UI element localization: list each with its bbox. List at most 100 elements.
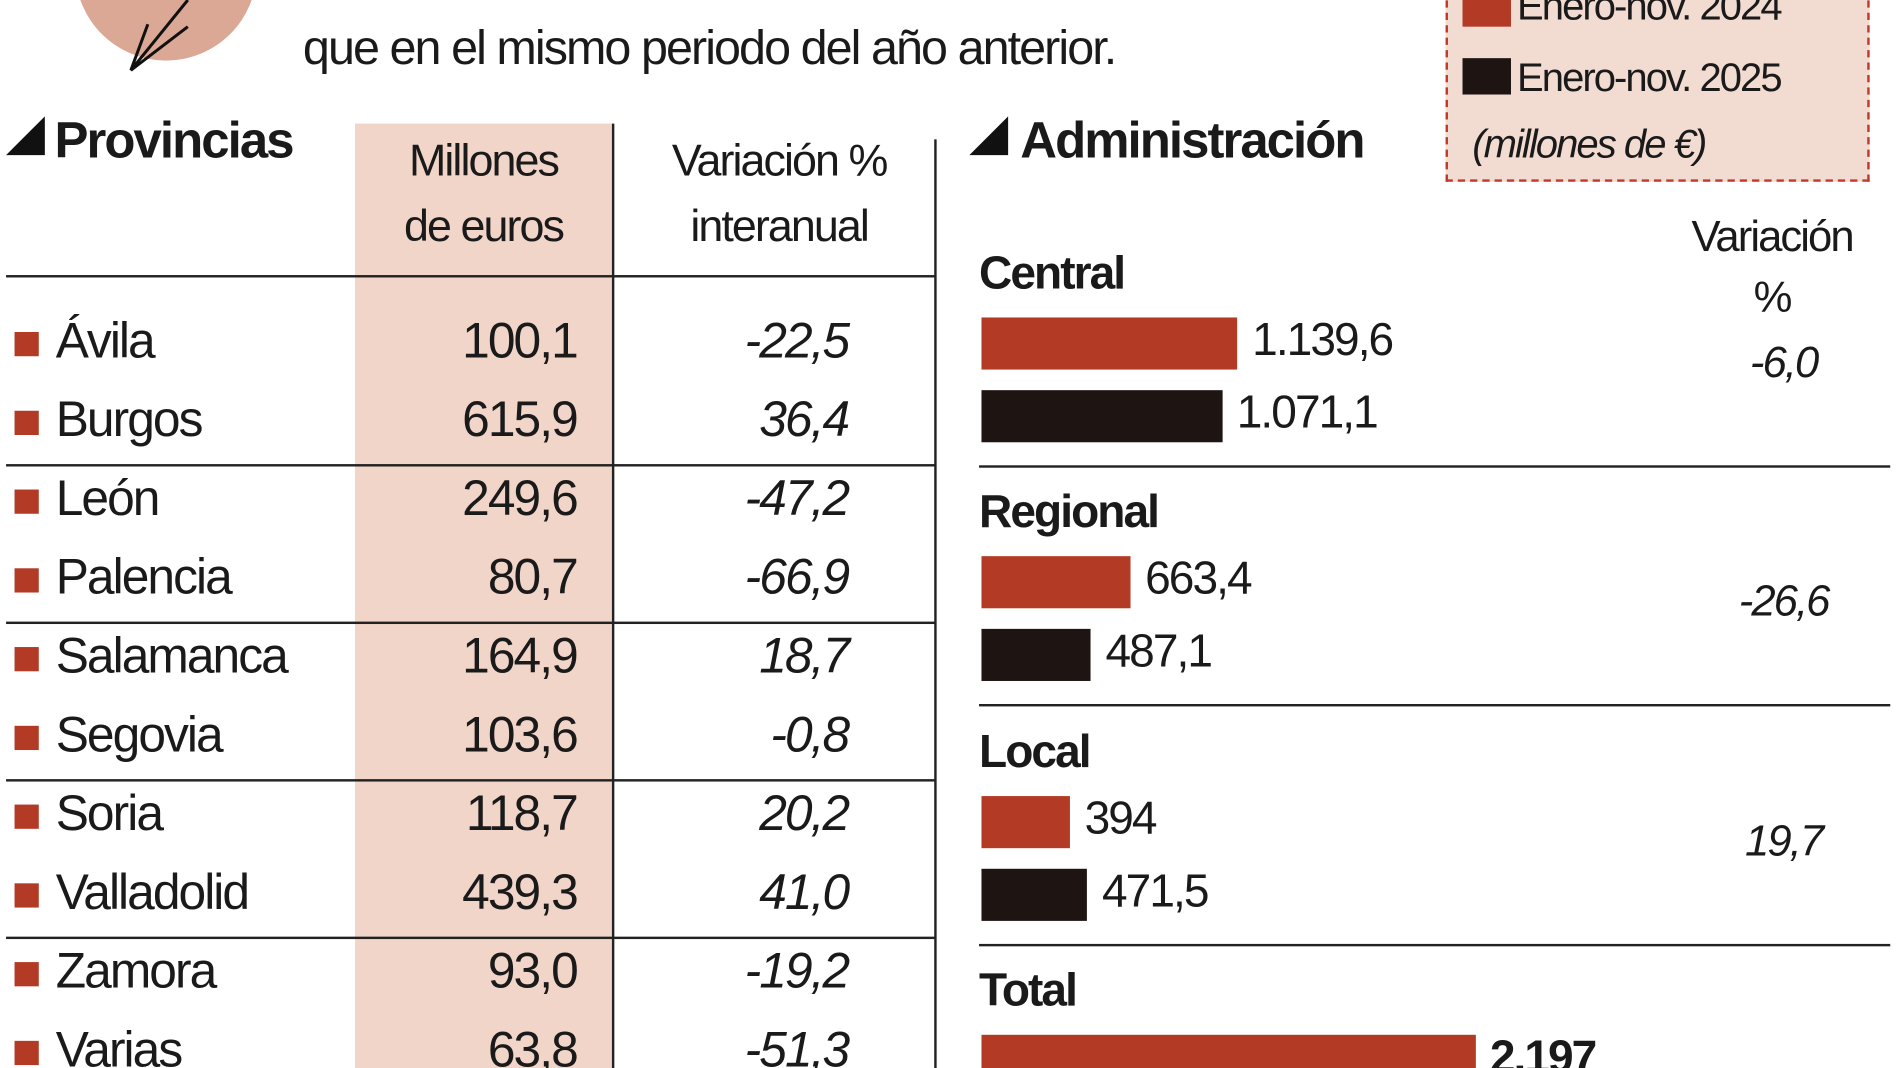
bullet-icon — [14, 1040, 39, 1066]
bar-value-label: 1.139,6 — [1252, 315, 1394, 366]
variacion-value: 18,7 — [759, 627, 850, 684]
category-label: Local — [979, 727, 1092, 778]
legend-swatch-2024 — [1462, 0, 1511, 27]
divider — [611, 123, 615, 1068]
millones-value: 100,1 — [462, 312, 579, 369]
heading-triangle-icon — [969, 116, 1009, 156]
bar-value-label: 471,5 — [1101, 866, 1209, 918]
bar-value-label: 394 — [1084, 793, 1158, 845]
variation-value: 19,7 — [1745, 815, 1824, 866]
variation-header-line: % — [1753, 271, 1793, 322]
heading-triangle-icon — [6, 116, 45, 156]
millones-value: 615,9 — [462, 391, 579, 448]
table-row: Ávila 100,1 -22,5 — [0, 305, 935, 384]
bar-2024 — [981, 796, 1071, 849]
variacion-value: 36,4 — [759, 391, 850, 448]
province-name: Palencia — [55, 548, 233, 605]
provincias-heading: Provincias — [54, 111, 295, 169]
variacion-value: -51,3 — [744, 1021, 850, 1068]
table-row: Varias 63,8 -51,3 — [0, 1014, 935, 1068]
variacion-value: -47,2 — [744, 470, 850, 526]
millones-value: 164,9 — [462, 627, 579, 684]
millones-value: 63,8 — [487, 1021, 579, 1068]
bar-value-label: 1.071,1 — [1236, 387, 1379, 439]
divider — [6, 779, 936, 782]
bullet-icon — [14, 804, 39, 829]
variation-value: -7,6 — [1711, 1066, 1856, 1068]
variacion-value: 20,2 — [759, 785, 850, 841]
col-header-line: Variación % — [671, 135, 889, 186]
table-row: León 249,6 -47,2 — [0, 463, 935, 542]
bullet-icon — [14, 489, 39, 514]
col-header-millones: Millones de euros — [355, 128, 612, 259]
table-row: Soria 118,7 20,2 — [0, 778, 935, 857]
table-row: Segovia 103,6 -0,8 — [0, 699, 935, 778]
variacion-value: -19,2 — [744, 942, 850, 999]
province-name: León — [55, 470, 161, 526]
administracion-heading: Administración — [1020, 111, 1365, 169]
variation-header: Variación % — [1672, 206, 1872, 327]
millones-value: 80,7 — [487, 548, 579, 605]
variation-value: -6,0 — [1749, 336, 1819, 387]
table-row: Palencia 80,7 -66,9 — [0, 542, 935, 621]
millones-value: 103,6 — [462, 706, 579, 763]
divider — [934, 139, 937, 1068]
millones-value: 118,7 — [465, 785, 579, 841]
millones-value: 93,0 — [487, 942, 579, 999]
col-header-line: interanual — [690, 201, 869, 251]
bar-2024 — [981, 556, 1131, 609]
paper-plane-icon — [129, 0, 189, 72]
legend: Enero-nov. 2024 Enero-nov. 2025 (millone… — [1445, 0, 1870, 182]
variacion-value: -0,8 — [770, 706, 850, 763]
bullet-icon — [14, 725, 39, 751]
province-name: Segovia — [55, 706, 224, 763]
bar-value-label: 2.197 — [1489, 1032, 1597, 1068]
legend-label-2025: Enero-nov. 2025 — [1517, 54, 1783, 100]
province-name: Varias — [55, 1021, 183, 1068]
divider — [979, 465, 1891, 468]
divider — [6, 275, 936, 278]
province-name: Soria — [55, 785, 164, 841]
table-row: Valladolid 439,3 41,0 — [0, 857, 935, 936]
intro-text: que en el mismo periodo del año anterior… — [302, 21, 1117, 76]
millones-value: 439,3 — [462, 863, 579, 920]
variation-value: -26,6 — [1738, 575, 1831, 626]
bar-value-label: 487,1 — [1105, 626, 1212, 678]
category-label: Central — [979, 248, 1126, 300]
variacion-value: -22,5 — [744, 312, 850, 369]
legend-unit: (millones de €) — [1472, 121, 1707, 167]
province-name: Zamora — [55, 942, 217, 999]
bar-value-label: 663,4 — [1145, 553, 1252, 605]
legend-swatch-2025 — [1462, 58, 1511, 95]
millones-column-bg — [355, 123, 612, 1068]
divider — [6, 621, 936, 625]
col-header-variacion: Variación % interanual — [612, 128, 946, 259]
bullet-icon — [14, 883, 39, 908]
variacion-value: -66,9 — [744, 548, 850, 605]
category-label: Total — [979, 965, 1078, 1017]
bar-2025 — [981, 390, 1223, 443]
divider — [979, 943, 1891, 947]
bullet-icon — [14, 568, 39, 593]
variation-header-line: Variación — [1691, 210, 1855, 261]
millones-value: 249,6 — [462, 470, 579, 526]
province-name: Valladolid — [55, 863, 250, 920]
bar-2025 — [981, 628, 1091, 681]
col-header-line: Millones — [408, 135, 560, 186]
bullet-icon — [14, 647, 39, 672]
bar-2024 — [981, 317, 1238, 370]
category-label: Regional — [979, 487, 1160, 538]
bar-2025 — [981, 868, 1088, 921]
legend-label-2024: Enero-nov. 2024 — [1517, 0, 1783, 28]
province-name: Burgos — [55, 391, 204, 448]
table-row: Burgos 615,9 36,4 — [0, 384, 935, 463]
province-name: Salamanca — [55, 627, 289, 684]
divider — [6, 464, 936, 467]
col-header-line: de euros — [403, 201, 565, 251]
table-row: Zamora 93,0 -19,2 — [0, 935, 935, 1014]
bullet-icon — [14, 410, 39, 436]
divider — [979, 703, 1891, 707]
bullet-icon — [14, 332, 39, 357]
bar-2024 — [981, 1034, 1476, 1068]
